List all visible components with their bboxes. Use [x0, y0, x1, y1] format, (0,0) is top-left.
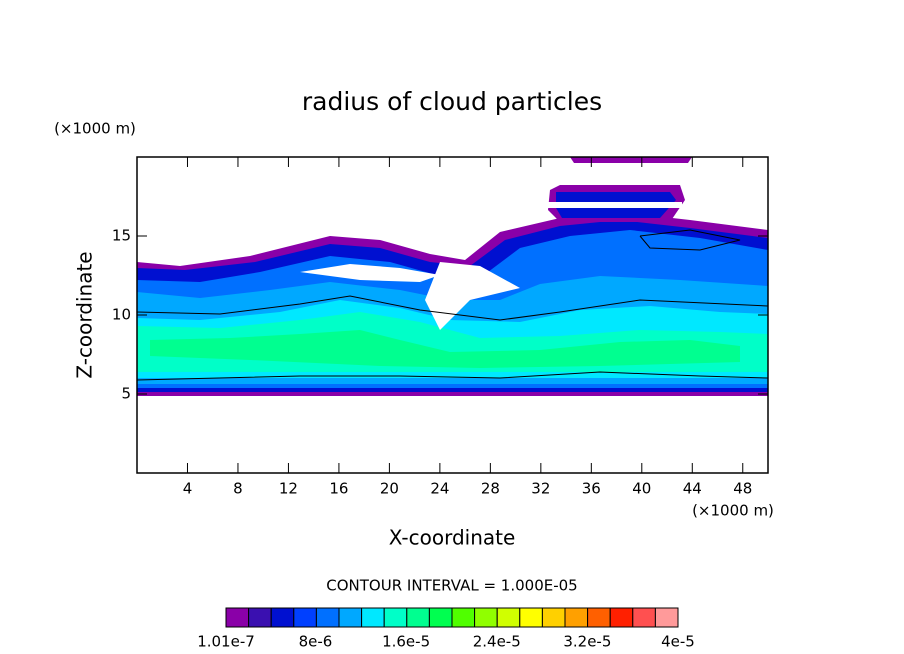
colorbar-label: 1.6e-5	[382, 633, 430, 651]
colorbar-box	[315, 607, 340, 628]
x-tick-label: 28	[481, 480, 500, 498]
colorbar-box	[428, 607, 453, 628]
colorbar-box	[632, 607, 656, 628]
x-unit: (×1000 m)	[692, 502, 774, 520]
colorbar-box	[609, 607, 634, 628]
x-tick-label: 20	[380, 480, 399, 498]
colorbar-box	[564, 607, 589, 628]
colorbar-box	[541, 607, 566, 628]
colorbar-label: 1.01e-7	[197, 633, 255, 651]
x-tick-label: 16	[329, 480, 348, 498]
y-tick-label: 5	[121, 385, 131, 403]
colorbar-box	[654, 607, 679, 628]
x-tick-label: 24	[430, 480, 449, 498]
chart-title: radius of cloud particles	[302, 87, 602, 116]
colorbar-label: 8e-6	[299, 633, 333, 651]
colorbar-box	[361, 607, 385, 628]
colorbar-box	[248, 607, 272, 628]
x-tick-label: 36	[582, 480, 601, 498]
colorbar-box	[383, 607, 408, 628]
colorbar-label: 4e-5	[661, 633, 695, 651]
x-tick-label: 12	[279, 480, 298, 498]
colorbar-label: 2.4e-5	[473, 633, 521, 651]
y-tick-label: 10	[112, 306, 131, 324]
y-axis-label: Z-coordinate	[73, 251, 97, 378]
colorbar-box	[225, 607, 250, 628]
x-tick-label: 4	[183, 480, 193, 498]
y-tick-label: 15	[112, 227, 131, 245]
colorbar-box	[406, 607, 430, 628]
x-tick-label: 8	[233, 480, 243, 498]
colorbar-box	[293, 607, 317, 628]
x-tick-label: 48	[733, 480, 752, 498]
colorbar-box	[587, 607, 611, 628]
x-tick-label: 32	[531, 480, 550, 498]
colorbar-box	[496, 607, 521, 628]
x-axis-label: X-coordinate	[389, 526, 516, 550]
x-tick-label: 40	[632, 480, 651, 498]
colorbar-box	[338, 607, 363, 628]
colorbar-box	[474, 607, 498, 628]
colorbar-label: 3.2e-5	[563, 633, 611, 651]
x-tick-label: 44	[683, 480, 702, 498]
y-unit: (×1000 m)	[54, 120, 136, 138]
contour-interval: CONTOUR INTERVAL = 1.000E-05	[326, 577, 577, 595]
colorbar-box	[270, 607, 295, 628]
colorbar-box	[451, 607, 476, 628]
contour-field	[136, 157, 769, 396]
colorbar-box	[519, 607, 543, 628]
